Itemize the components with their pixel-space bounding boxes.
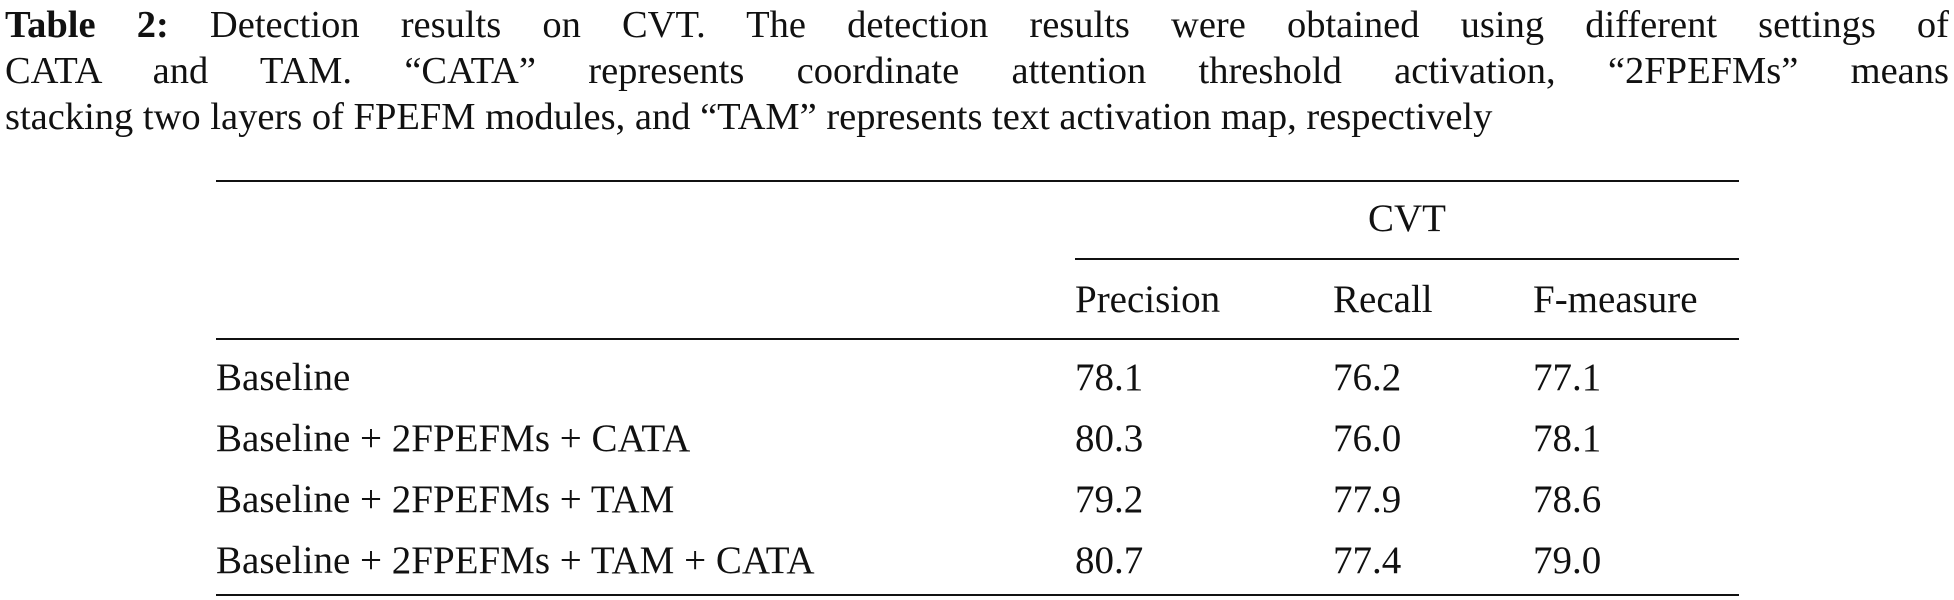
- row-method-cell: Baseline + 2FPEFMs + TAM + CATA: [216, 539, 815, 582]
- column-header-precision: Precision: [1075, 278, 1221, 321]
- row-precision-cell: 79.2: [1075, 478, 1144, 521]
- table-caption: Table 2: Detection results on CVT. The d…: [5, 2, 1949, 140]
- row-f-measure-cell: 78.1: [1533, 417, 1602, 460]
- row-recall-cell: 76.2: [1333, 356, 1402, 399]
- row-recall-cell: 77.4: [1333, 539, 1402, 582]
- row-method-cell: Baseline: [216, 356, 351, 399]
- row-precision-cell: 78.1: [1075, 356, 1144, 399]
- column-header-f-measure: F-measure: [1533, 278, 1698, 321]
- table-bottom-rule: [216, 594, 1739, 596]
- caption-line-1: Table 2: Detection results on CVT. The d…: [5, 2, 1949, 48]
- row-method-cell: Baseline + 2FPEFMs + CATA: [216, 417, 691, 460]
- row-method-cell: Baseline + 2FPEFMs + TAM: [216, 478, 675, 521]
- row-f-measure-cell: 79.0: [1533, 539, 1602, 582]
- row-precision-cell: 80.3: [1075, 417, 1144, 460]
- table-top-rule: [216, 180, 1739, 182]
- caption-line-3: stacking two layers of FPEFM modules, an…: [5, 96, 1493, 138]
- group-header-cvt: CVT: [1368, 197, 1446, 240]
- row-recall-cell: 77.9: [1333, 478, 1402, 521]
- column-header-recall: Recall: [1333, 278, 1433, 321]
- caption-text-1: Detection results on CVT. The detection …: [209, 4, 1949, 46]
- row-f-measure-cell: 78.6: [1533, 478, 1602, 521]
- group-header-rule: [1075, 258, 1739, 260]
- caption-label: Table 2:: [5, 4, 169, 46]
- caption-line-2: CATA and TAM. “CATA” represents coordina…: [5, 50, 1949, 92]
- row-precision-cell: 80.7: [1075, 539, 1144, 582]
- table-header-rule: [216, 338, 1739, 340]
- row-f-measure-cell: 77.1: [1533, 356, 1602, 399]
- row-recall-cell: 76.0: [1333, 417, 1402, 460]
